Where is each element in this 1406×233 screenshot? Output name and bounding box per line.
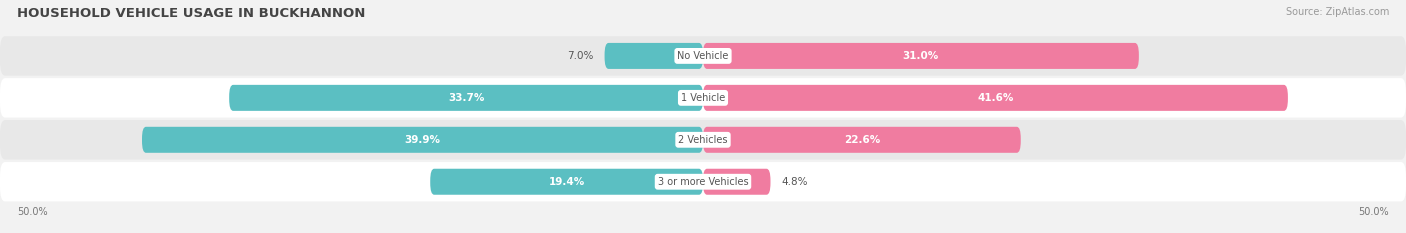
FancyBboxPatch shape — [430, 169, 703, 195]
Text: 41.6%: 41.6% — [977, 93, 1014, 103]
FancyBboxPatch shape — [142, 127, 703, 153]
Text: 1 Vehicle: 1 Vehicle — [681, 93, 725, 103]
FancyBboxPatch shape — [0, 120, 1406, 160]
Text: 22.6%: 22.6% — [844, 135, 880, 145]
Text: 4.8%: 4.8% — [782, 177, 808, 187]
Text: 50.0%: 50.0% — [17, 207, 48, 217]
FancyBboxPatch shape — [703, 43, 1139, 69]
Text: No Vehicle: No Vehicle — [678, 51, 728, 61]
FancyBboxPatch shape — [703, 127, 1021, 153]
Text: Source: ZipAtlas.com: Source: ZipAtlas.com — [1285, 7, 1389, 17]
FancyBboxPatch shape — [0, 36, 1406, 76]
Text: 2 Vehicles: 2 Vehicles — [678, 135, 728, 145]
Text: 3 or more Vehicles: 3 or more Vehicles — [658, 177, 748, 187]
FancyBboxPatch shape — [0, 162, 1406, 202]
FancyBboxPatch shape — [0, 78, 1406, 118]
Text: HOUSEHOLD VEHICLE USAGE IN BUCKHANNON: HOUSEHOLD VEHICLE USAGE IN BUCKHANNON — [17, 7, 366, 20]
FancyBboxPatch shape — [703, 85, 1288, 111]
Text: 39.9%: 39.9% — [405, 135, 440, 145]
FancyBboxPatch shape — [229, 85, 703, 111]
Text: 31.0%: 31.0% — [903, 51, 939, 61]
Text: 19.4%: 19.4% — [548, 177, 585, 187]
Text: 33.7%: 33.7% — [449, 93, 484, 103]
FancyBboxPatch shape — [703, 169, 770, 195]
Text: 7.0%: 7.0% — [567, 51, 593, 61]
FancyBboxPatch shape — [605, 43, 703, 69]
Text: 50.0%: 50.0% — [1358, 207, 1389, 217]
